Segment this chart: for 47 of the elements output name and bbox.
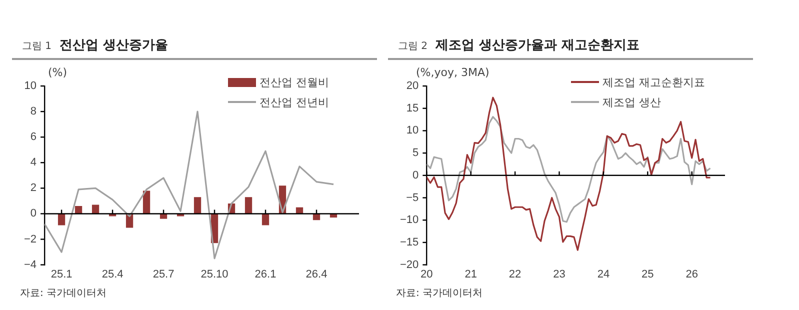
x-tick-label: 20 (420, 268, 433, 280)
bar (262, 214, 270, 226)
y-tick-label: 8 (30, 106, 37, 118)
y-axis-title: (%,yoy, 3MA) (416, 66, 490, 79)
x-tick-label: 23 (553, 268, 566, 280)
x-tick-label: 25.10 (200, 268, 228, 280)
x-tick-label: 21 (464, 268, 477, 280)
bar (142, 190, 150, 214)
legend-label: 제조업 생산 (602, 94, 661, 110)
x-tick-label: 25.7 (152, 268, 174, 280)
y-tick-label: −10 (400, 214, 419, 226)
text: 자료: 국가데이터처 (396, 287, 483, 300)
y-tick-label: −2 (24, 233, 37, 246)
y-tick-label: −15 (400, 236, 419, 248)
x-tick-label: 26.4 (306, 268, 328, 280)
y-axis-title: (%) (48, 66, 68, 79)
y-tick-label: 5 (412, 147, 419, 160)
legend-label: 전산업 전년비 (260, 94, 329, 110)
x-tick-label: 26.1 (254, 268, 276, 280)
y-tick-label: 10 (406, 124, 419, 137)
y-tick-label: −4 (24, 258, 37, 271)
text: 자료: 국가데이터처 (20, 287, 107, 300)
y-tick-label: 20 (406, 80, 419, 92)
chart-title: 전산업 생산증가율 (60, 38, 168, 53)
y-tick-label: 10 (24, 80, 37, 92)
x-tick-label: 26 (686, 268, 698, 280)
legend-label: 전산업 전월비 (260, 74, 329, 90)
y-tick-label: 15 (406, 102, 419, 114)
y-tick-label: 0 (412, 169, 419, 182)
chart-subtitle: 그림 1 (22, 41, 52, 52)
y-tick-label: 4 (30, 156, 37, 169)
x-tick-label: 25.4 (102, 268, 124, 280)
bar (58, 214, 66, 226)
x-tick-label: 22 (508, 268, 522, 280)
y-tick-label: −5 (406, 192, 419, 204)
y-tick-label: 0 (30, 208, 37, 220)
x-tick-label: 24 (597, 268, 610, 280)
y-tick-label: 2 (30, 182, 37, 194)
legend-label: 제조업 재고순환지표 (602, 74, 705, 90)
chart-title: 제조업 생산증가율과 재고순환지표 (436, 38, 640, 53)
chart-subtitle: 그림 2 (398, 41, 428, 52)
bar (244, 197, 252, 214)
bar (194, 197, 202, 214)
x-tick-label: 25.1 (50, 268, 72, 280)
y-tick-label: −20 (400, 258, 419, 271)
y-tick-label: 6 (30, 131, 37, 144)
x-tick-label: 25 (642, 268, 654, 280)
